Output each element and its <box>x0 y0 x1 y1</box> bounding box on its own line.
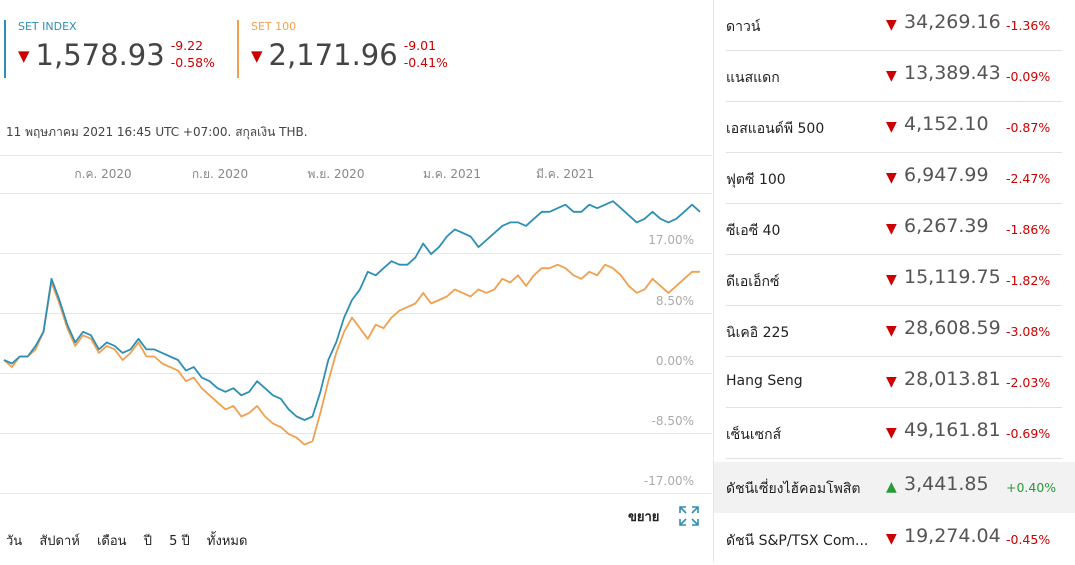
y-tick-label: 8.50% <box>656 294 694 308</box>
market-change: -2.47% <box>1006 171 1051 186</box>
range-week[interactable]: สัปดาห์ <box>39 534 80 549</box>
market-value: 28,608.59 <box>904 317 1001 339</box>
market-value: 4,152.10 <box>904 113 989 135</box>
x-tick-label: ก.ย. 2020 <box>192 167 248 181</box>
index-value: 1,578.93 <box>35 38 165 72</box>
series-line-set-index <box>3 200 701 421</box>
range-day[interactable]: วัน <box>6 534 23 549</box>
market-value: 49,161.81 <box>904 419 1001 441</box>
market-row[interactable]: นิเคอิ 225 ▼ 28,608.59 -3.08% <box>714 306 1075 357</box>
timestamp: 11 พฤษภาคม 2021 16:45 UTC +07:00. สกุลเง… <box>6 125 308 139</box>
market-change: -1.86% <box>1006 222 1051 237</box>
expand-button[interactable]: ขยาย <box>628 510 660 525</box>
y-tick-label: 0.00% <box>656 354 694 368</box>
market-change: -3.08% <box>1006 324 1051 339</box>
down-arrow-icon: ▼ <box>18 47 30 65</box>
x-tick-label: มี.ค. 2021 <box>536 167 594 181</box>
market-value: 19,274.04 <box>904 525 1001 547</box>
down-arrow-icon: ▼ <box>886 170 897 186</box>
market-name: เซ็นเซกส์ <box>726 427 782 443</box>
market-name: เอสแอนด์พี 500 <box>726 121 825 137</box>
market-value: 3,441.85 <box>904 473 989 495</box>
market-name: Hang Seng <box>726 373 803 389</box>
market-value: 28,013.81 <box>904 368 1001 390</box>
line-chart[interactable]: ก.ค. 2020 ก.ย. 2020 พ.ย. 2020 ม.ค. 2021 มี.ค… <box>0 155 712 495</box>
index-name: SET INDEX <box>18 20 77 33</box>
market-row[interactable]: ดาวน์ ▼ 34,269.16 -1.36% <box>714 0 1075 51</box>
market-change: -0.45% <box>1006 532 1051 547</box>
change-abs: -9.22 <box>170 38 204 53</box>
down-arrow-icon: ▼ <box>886 119 897 135</box>
down-arrow-icon: ▼ <box>886 374 897 390</box>
market-name: นิเคอิ 225 <box>726 325 790 341</box>
down-arrow-icon: ▼ <box>886 68 897 84</box>
market-row[interactable]: ดัชนี S&P/TSX Com... ▼ 19,274.04 -0.45% <box>714 514 1075 565</box>
x-tick-label: ม.ค. 2021 <box>423 167 481 181</box>
down-arrow-icon: ▼ <box>886 272 897 288</box>
market-value: 13,389.43 <box>904 62 1001 84</box>
market-row[interactable]: แนสแดก ▼ 13,389.43 -0.09% <box>714 51 1075 102</box>
market-name: ดีเอเอ็กซ์ <box>726 274 780 290</box>
market-name: ดาวน์ <box>726 19 761 35</box>
market-value: 6,947.99 <box>904 164 989 186</box>
down-arrow-icon: ▼ <box>886 531 897 547</box>
expand-icon[interactable] <box>678 505 700 527</box>
change-pct: -0.58% <box>170 55 215 70</box>
market-name: แนสแดก <box>726 70 780 86</box>
market-value: 34,269.16 <box>904 11 1001 33</box>
market-name: ดัชนีเซี่ยงไฮ้คอมโพสิต <box>726 481 861 497</box>
market-change: -2.03% <box>1006 375 1051 390</box>
index-name: SET 100 <box>251 20 297 33</box>
down-arrow-icon: ▼ <box>886 323 897 339</box>
chart-svg: ก.ค. 2020 ก.ย. 2020 พ.ย. 2020 ม.ค. 2021 มี.ค… <box>0 155 712 494</box>
market-name: ดัชนี S&P/TSX Com... <box>726 533 869 549</box>
set-index-quote[interactable]: SET INDEX ▼ 1,578.93 -9.22 -0.58% <box>4 20 215 78</box>
y-tick-label: 17.00% <box>648 233 694 247</box>
range-selector: วัน สัปดาห์ เดือน ปี 5 ปี ทั้งหมด <box>6 530 260 551</box>
down-arrow-icon: ▼ <box>886 221 897 237</box>
x-tick-label: ก.ค. 2020 <box>74 167 131 181</box>
x-tick-label: พ.ย. 2020 <box>308 167 365 181</box>
change-pct: -0.41% <box>403 55 448 70</box>
market-change: -1.82% <box>1006 273 1051 288</box>
down-arrow-icon: ▼ <box>886 425 897 441</box>
y-tick-label: -8.50% <box>652 414 694 428</box>
y-tick-label: -17.00% <box>644 474 694 488</box>
market-row[interactable]: Hang Seng ▼ 28,013.81 -2.03% <box>714 357 1075 408</box>
market-change: -0.09% <box>1006 69 1051 84</box>
market-change: -0.87% <box>1006 120 1051 135</box>
market-list: ดาวน์ ▼ 34,269.16 -1.36% แนสแดก ▼ 13,389.43 -0… <box>713 0 1075 562</box>
series-line-set100 <box>3 263 700 446</box>
index-change: -9.22 -0.58% <box>171 37 215 71</box>
market-change: +0.40% <box>1006 480 1057 495</box>
market-row[interactable]: ซีเอซี 40 ▼ 6,267.39 -1.86% <box>714 204 1075 255</box>
change-abs: -9.01 <box>403 38 437 53</box>
market-change: -1.36% <box>1006 18 1051 33</box>
market-name: ซีเอซี 40 <box>726 223 781 239</box>
range-5y[interactable]: 5 ปี <box>169 534 190 549</box>
down-arrow-icon: ▼ <box>251 47 263 65</box>
market-row[interactable]: เซ็นเซกส์ ▼ 49,161.81 -0.69% <box>714 408 1075 459</box>
index-change: -9.01 -0.41% <box>404 37 448 71</box>
range-all[interactable]: ทั้งหมด <box>206 534 248 549</box>
market-value: 15,119.75 <box>904 266 1001 288</box>
index-value: 2,171.96 <box>268 38 398 72</box>
market-value: 6,267.39 <box>904 215 989 237</box>
range-year[interactable]: ปี <box>143 534 152 549</box>
market-change: -0.69% <box>1006 426 1051 441</box>
down-arrow-icon: ▼ <box>886 17 897 33</box>
market-row[interactable]: ฟุตซี 100 ▼ 6,947.99 -2.47% <box>714 153 1075 204</box>
market-row[interactable]: ดีเอเอ็กซ์ ▼ 15,119.75 -1.82% <box>714 255 1075 306</box>
market-row[interactable]: ดัชนีเซี่ยงไฮ้คอมโพสิต ▲ 3,441.85 +0.40% <box>714 462 1075 513</box>
chart-panel: SET INDEX ▼ 1,578.93 -9.22 -0.58% SET 10… <box>0 20 712 551</box>
market-row[interactable]: เอสแอนด์พี 500 ▼ 4,152.10 -0.87% <box>714 102 1075 153</box>
set100-quote[interactable]: SET 100 ▼ 2,171.96 -9.01 -0.41% <box>237 20 448 78</box>
range-month[interactable]: เดือน <box>96 534 127 549</box>
market-name: ฟุตซี 100 <box>726 172 786 188</box>
up-arrow-icon: ▲ <box>886 479 897 495</box>
